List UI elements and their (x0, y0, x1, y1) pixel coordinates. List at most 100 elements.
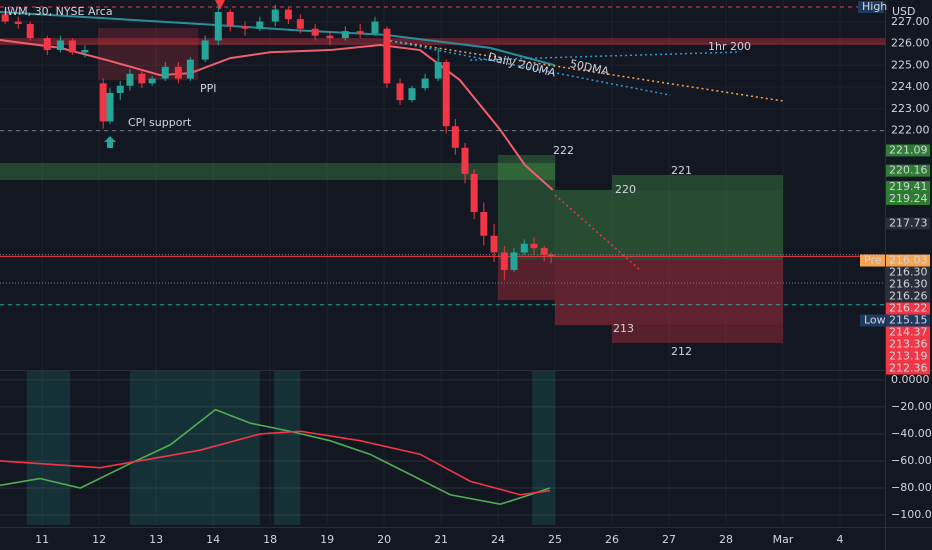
price-tag-kind (860, 314, 885, 327)
candle-body (470, 173, 478, 212)
x-tick-label: 4 (836, 533, 843, 546)
y-tick-label: 224.00 (891, 80, 930, 93)
x-tick-label: 28 (719, 533, 733, 546)
price-tag (886, 266, 930, 279)
y-tick-label: −40.00 (891, 427, 932, 440)
y-tick-label: 225.00 (891, 58, 930, 71)
candle-body (480, 211, 488, 236)
price-tag (886, 144, 930, 157)
candle-body (383, 28, 391, 84)
candle-body (284, 9, 292, 20)
price-tag (886, 302, 930, 315)
signal-band (26, 371, 71, 525)
candle-body (547, 254, 555, 257)
price-tag-label: 213.19 (889, 350, 928, 363)
x-tick-label: 12 (92, 533, 106, 546)
y-tick-label: 223.00 (891, 102, 930, 115)
candle-body (148, 78, 156, 84)
candle-body (241, 26, 249, 29)
x-tick-label: 11 (35, 533, 49, 546)
price-tag-label: 213.36 (889, 338, 928, 351)
candle-body (421, 78, 429, 89)
annotation: 1hr 200 (708, 40, 751, 53)
price-tag (886, 362, 930, 375)
trendline (385, 39, 784, 102)
price-tag-kind (860, 254, 885, 267)
candle-body (201, 40, 209, 60)
oscillator-pane (0, 371, 885, 525)
y-tick-label: 222.00 (891, 124, 930, 137)
candle-body (174, 66, 182, 79)
x-tick-label: 13 (149, 533, 163, 546)
annotation: 212 (671, 345, 692, 358)
x-tick-label: 19 (320, 533, 334, 546)
price-tag (886, 254, 930, 267)
candle-body (126, 73, 134, 86)
candle-body (396, 83, 404, 101)
candle-body (256, 21, 264, 29)
signal-band (532, 371, 556, 525)
annotation: 222 (553, 144, 574, 157)
candle-body (356, 31, 364, 34)
ma-line (0, 39, 554, 191)
price-tag (886, 314, 930, 327)
candle-body (490, 235, 498, 253)
price-tag (886, 180, 930, 193)
oscillator-line (0, 430, 551, 496)
x-tick-label: 18 (263, 533, 277, 546)
price-tag-label: 216.03 (889, 254, 928, 267)
candle-body (540, 248, 548, 255)
price-tag-label: 214.37 (889, 326, 928, 339)
candle-body (161, 66, 169, 79)
price-tag (886, 290, 930, 303)
candle-body (1, 14, 9, 22)
candle-body (530, 243, 538, 249)
price-tag-label: 216.30 (889, 278, 928, 291)
candle-body (408, 88, 416, 101)
zone (612, 325, 783, 344)
x-tick-label: 21 (434, 533, 448, 546)
buy-arrow (104, 136, 116, 148)
candle-body (434, 62, 442, 79)
y-tick-label: 226.00 (891, 37, 930, 50)
x-tick-label: 25 (548, 533, 562, 546)
price-tag-label: 216.26 (889, 290, 928, 303)
x-tick-label: 27 (662, 533, 676, 546)
candle-body (371, 21, 379, 34)
candle-body (43, 38, 51, 51)
sell-arrow (215, 0, 225, 10)
y-tick-label: −60.00 (891, 454, 932, 467)
x-tick-label: 14 (206, 533, 220, 546)
candle-body (341, 31, 349, 39)
high-label: High (862, 0, 887, 13)
candle-body (99, 83, 107, 122)
annotation: PPI (200, 82, 217, 95)
candle-body (451, 126, 459, 148)
candle-body (520, 243, 528, 253)
x-tick-label: 20 (377, 533, 391, 546)
high-tag (858, 1, 884, 13)
annotation: CPI support (128, 116, 192, 129)
annotation: 221 (671, 164, 692, 177)
candle-body (214, 11, 222, 41)
price-tag-label: 215.15 (889, 314, 928, 327)
trendline (554, 194, 641, 271)
zone (612, 174, 783, 191)
price-tag (886, 326, 930, 339)
price-tag (886, 192, 930, 205)
candle-body (138, 73, 146, 84)
y-tick-label: −100.00 (891, 508, 932, 521)
candle-body (81, 50, 89, 53)
candle-body (500, 252, 508, 270)
price-tag-label: 212.36 (889, 362, 928, 375)
zone (555, 260, 783, 326)
candle-body (442, 62, 450, 127)
price-tag (886, 338, 930, 351)
x-tick-label: 26 (605, 533, 619, 546)
y-tick-label: 0.0000 (891, 373, 930, 386)
candle-body (510, 252, 518, 270)
zone (498, 154, 556, 261)
price-tag-kind-label: Pre (864, 254, 882, 267)
